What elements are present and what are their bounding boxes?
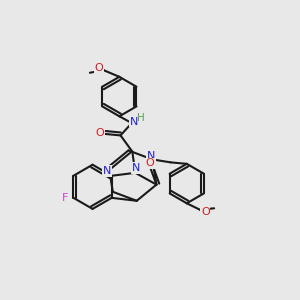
Text: N: N xyxy=(130,117,138,127)
Text: F: F xyxy=(62,193,68,203)
Text: N: N xyxy=(147,151,155,161)
Text: O: O xyxy=(96,128,104,138)
Text: H: H xyxy=(137,113,145,123)
Text: O: O xyxy=(146,158,154,168)
Text: O: O xyxy=(201,207,210,217)
Text: O: O xyxy=(94,63,103,73)
Text: N: N xyxy=(132,163,140,173)
Text: N: N xyxy=(103,166,111,176)
